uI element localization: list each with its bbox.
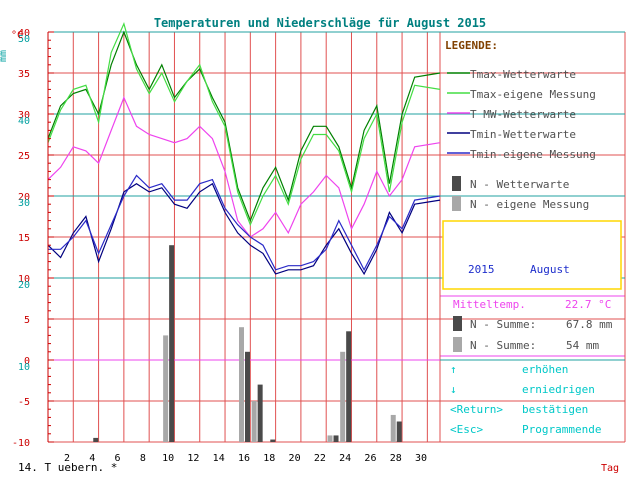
x-tick-label: 12 (187, 453, 199, 464)
line-tmw-wetterwarte (47, 96, 441, 238)
bar-n-eigene (163, 335, 169, 442)
mean-temp-label: Mitteltemp. (453, 298, 526, 311)
period-box (442, 220, 622, 290)
help-action-up: erhöhen (522, 363, 568, 376)
help-action-return: bestätigen (522, 403, 588, 416)
line-tmax-eigene (47, 22, 441, 227)
sum-own-label: N - Summe: (470, 339, 536, 352)
bar-n-eigene (340, 351, 346, 442)
legend-tmin-own: Tmin-eigene Messung (470, 148, 596, 161)
bar-n-wetterwarte (333, 435, 339, 442)
legend-title: LEGENDE: (445, 39, 498, 52)
y-tick-label-temp: 20 (18, 192, 30, 203)
help-key-esc: <Esc> (450, 423, 483, 436)
y-tick-label-precip: 50 (18, 34, 30, 45)
legend-n-own: N - eigene Messung (470, 198, 589, 211)
bar-n-wetterwarte (257, 384, 263, 442)
help-panel: ↑ erhöhen ↓ erniedrigen <Return> bestäti… (450, 363, 601, 436)
x-tick-label: 30 (415, 453, 427, 464)
bar-n-eigene (390, 414, 396, 442)
help-key-down: ↓ (450, 383, 457, 396)
precip-unit-label: mm (0, 50, 9, 62)
help-action-esc: Programmende (522, 423, 601, 436)
legend-tmax-ww: Tmax-Wetterwarte (470, 68, 576, 81)
x-tick-label: 24 (339, 453, 351, 464)
legend-tmax-own: Tmax-eigene Messung (470, 88, 596, 101)
period-month: August (530, 263, 570, 276)
help-action-down: erniedrigen (522, 383, 595, 396)
y-tick-label-temp: 30 (18, 110, 30, 121)
y-tick-label-temp: 5 (24, 315, 30, 326)
x-tick-label: 16 (238, 453, 250, 464)
sum-own-swatch (453, 337, 462, 352)
bar-n-wetterwarte (169, 245, 175, 442)
sum-ww-swatch (453, 316, 462, 331)
period-panel: 2015 August (442, 220, 622, 290)
legend-n-ww: N - Wetterwarte (470, 178, 569, 191)
legend-panel: LEGENDE: Tmax-Wetterwarte Tmax-eigene Me… (445, 39, 596, 211)
bar-n-wetterwarte (270, 439, 276, 442)
legend-tmw: T MW-Wetterwarte (470, 108, 576, 121)
y-tick-label-temp: 35 (18, 69, 30, 80)
bar-n-wetterwarte (396, 421, 402, 442)
x-tick-label: 18 (263, 453, 275, 464)
stats-panel: Mitteltemp. 22.7 °C N - Summe: 67.8 mm N… (453, 298, 613, 352)
help-key-up: ↑ (450, 363, 457, 376)
x-tick-label: 8 (140, 453, 146, 464)
y-tick-label-temp: 15 (18, 233, 30, 244)
sum-ww-value: 67.8 mm (566, 318, 613, 331)
legend-tmin-ww: Tmin-Wetterwarte (470, 128, 576, 141)
sum-ww-label: N - Summe: (470, 318, 536, 331)
mean-temp-value: 22.7 °C (565, 298, 611, 311)
help-key-return: <Return> (450, 403, 503, 416)
y-tick-label-precip: 40 (18, 116, 30, 127)
x-tick-label: 6 (115, 453, 121, 464)
y-tick-label-temp: 10 (18, 274, 30, 285)
x-tick-label: 22 (314, 453, 326, 464)
x-tick-label: 2 (64, 453, 70, 464)
bar-n-eigene (251, 401, 257, 442)
legend-n-own-swatch (452, 196, 461, 211)
bar-n-eigene (239, 327, 244, 442)
x-tick-label: 20 (289, 453, 301, 464)
temperature-lines (47, 22, 441, 276)
x-tick-label: 14 (213, 453, 225, 464)
line-tmin-eigene (48, 174, 441, 272)
period-year: 2015 (468, 263, 495, 276)
y-tick-label-temp: 40 (18, 28, 30, 39)
bar-n-wetterwarte (245, 351, 250, 442)
sum-own-value: 54 mm (566, 339, 599, 352)
y-tick-label-temp: -5 (18, 397, 30, 408)
line-tmin-wetterwarte (47, 182, 441, 276)
x-tick-label: 28 (390, 453, 402, 464)
x-tick-label: 4 (89, 453, 95, 464)
temp-unit-label: °C (11, 30, 23, 41)
chart-title: Temperaturen und Niederschläge für Augus… (154, 16, 486, 30)
x-axis-label: Tag (601, 463, 619, 474)
bar-n-wetterwarte (346, 331, 352, 442)
y-tick-label-temp: 0 (24, 356, 30, 367)
bar-n-eigene (327, 435, 333, 442)
precipitation-bars (93, 245, 402, 442)
legend-n-ww-swatch (452, 176, 461, 191)
y-tick-label-precip: 10 (18, 362, 30, 373)
y-tick-label-precip: 20 (18, 280, 30, 291)
bar-n-wetterwarte (93, 437, 99, 442)
y-tick-label-temp: -10 (12, 438, 30, 449)
line-tmax-wetterwarte (47, 30, 441, 223)
x-tick-label: 10 (162, 453, 174, 464)
footer-note: 14. T uebern. * (18, 461, 117, 474)
x-tick-label: 26 (364, 453, 376, 464)
y-tick-label-precip: 30 (18, 198, 30, 209)
y-tick-label-temp: 25 (18, 151, 30, 162)
